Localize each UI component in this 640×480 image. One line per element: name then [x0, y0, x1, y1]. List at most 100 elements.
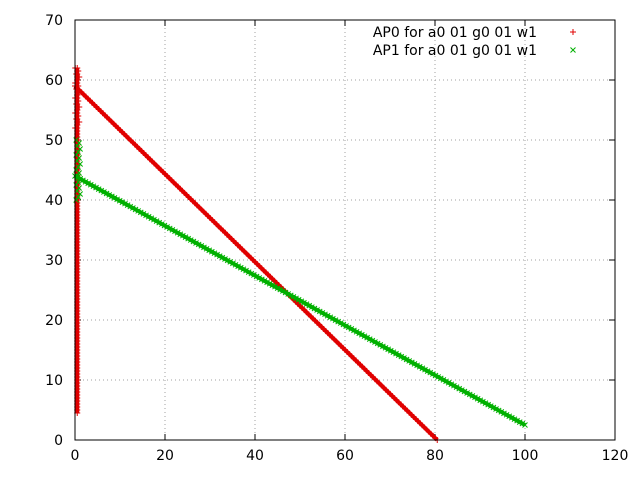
- data-point: [253, 273, 260, 280]
- data-point: [76, 104, 83, 110]
- legend-marker: [570, 47, 576, 53]
- data-point: [351, 327, 357, 334]
- data-point: [208, 248, 215, 255]
- data-point: [364, 334, 370, 341]
- data-point: [345, 324, 352, 331]
- data-point: [306, 302, 313, 309]
- data-point: [369, 337, 376, 344]
- data-point: [145, 213, 152, 220]
- data-point: [73, 152, 80, 158]
- data-point: [73, 197, 80, 203]
- data-point: [453, 384, 460, 390]
- data-point: [269, 282, 276, 289]
- data-point: [216, 253, 223, 259]
- x-tick-label: 80: [426, 448, 444, 464]
- data-point: [461, 388, 468, 395]
- data-point: [440, 377, 447, 383]
- data-point: [90, 183, 97, 190]
- data-point: [119, 199, 126, 206]
- data-point: [327, 314, 334, 321]
- data-point: [258, 276, 265, 283]
- data-point: [103, 190, 110, 197]
- data-point: [237, 264, 244, 271]
- data-point: [353, 328, 360, 335]
- data-point: [435, 374, 442, 380]
- data-point: [382, 344, 389, 351]
- data-point: [280, 288, 286, 294]
- data-point: [398, 353, 405, 360]
- data-point: [132, 206, 139, 213]
- data-point: [519, 420, 526, 427]
- data-point: [316, 308, 323, 315]
- data-point: [264, 279, 270, 286]
- data-point: [93, 184, 99, 191]
- data-point: [432, 372, 439, 379]
- data-point: [501, 410, 507, 417]
- data-point: [135, 208, 142, 214]
- data-point: [522, 422, 528, 428]
- x-axis-tick-labels: 0 20 40 60 80 100 120: [71, 448, 629, 464]
- data-point: [416, 363, 423, 370]
- data-point: [361, 333, 368, 340]
- data-point: [243, 267, 249, 274]
- data-point: [108, 193, 115, 200]
- data-point: [293, 295, 299, 302]
- data-point: [408, 359, 415, 366]
- data-point: [219, 254, 226, 261]
- data-point: [340, 321, 347, 328]
- data-point: [451, 382, 457, 389]
- data-point: [172, 228, 178, 235]
- data-point: [508, 414, 515, 421]
- data-point: [482, 400, 489, 407]
- data-point: [137, 209, 144, 216]
- data-point: [180, 232, 186, 239]
- data-point: [401, 355, 407, 361]
- x-tick-label: 120: [602, 448, 629, 464]
- data-point: [358, 331, 365, 338]
- series-line: [73, 84, 439, 442]
- data-point: [75, 179, 82, 185]
- data-point: [380, 343, 386, 350]
- data-point: [443, 378, 449, 385]
- series-1: [72, 137, 528, 428]
- data-point: [116, 197, 123, 204]
- data-point: [114, 196, 120, 203]
- data-point: [348, 326, 355, 332]
- data-point: [356, 330, 363, 337]
- data-point: [75, 113, 82, 119]
- y-tick-label: 40: [45, 193, 63, 209]
- data-point: [240, 266, 247, 273]
- data-point: [287, 292, 294, 299]
- data-point: [277, 286, 284, 293]
- data-point: [516, 419, 523, 425]
- data-point: [177, 231, 184, 238]
- plot-frame: [74, 19, 616, 441]
- data-point: [437, 375, 444, 382]
- y-tick-label: 0: [54, 433, 63, 449]
- data-point: [122, 200, 128, 207]
- data-point: [485, 401, 492, 408]
- x-tick-label: 60: [336, 448, 354, 464]
- data-point: [343, 323, 349, 329]
- data-point: [143, 212, 149, 219]
- data-point: [411, 360, 418, 367]
- y-tick-label: 20: [45, 313, 63, 329]
- data-point: [187, 237, 194, 243]
- data-point: [201, 244, 207, 251]
- data-point: [73, 167, 80, 173]
- data-point: [469, 393, 476, 399]
- data-point: [169, 227, 176, 233]
- data-point: [311, 305, 318, 312]
- data-point: [406, 358, 413, 364]
- x-tick-label: 40: [246, 448, 264, 464]
- data-point: [493, 406, 499, 412]
- data-point: [76, 74, 83, 80]
- data-point: [403, 356, 410, 363]
- data-point: [190, 238, 197, 245]
- data-point: [495, 407, 502, 414]
- data-point: [148, 215, 155, 222]
- data-point: [76, 89, 83, 95]
- legend-label: AP0 for a0 01 g0 01 w1: [373, 25, 537, 41]
- data-point: [266, 280, 273, 287]
- data-point: [211, 250, 218, 257]
